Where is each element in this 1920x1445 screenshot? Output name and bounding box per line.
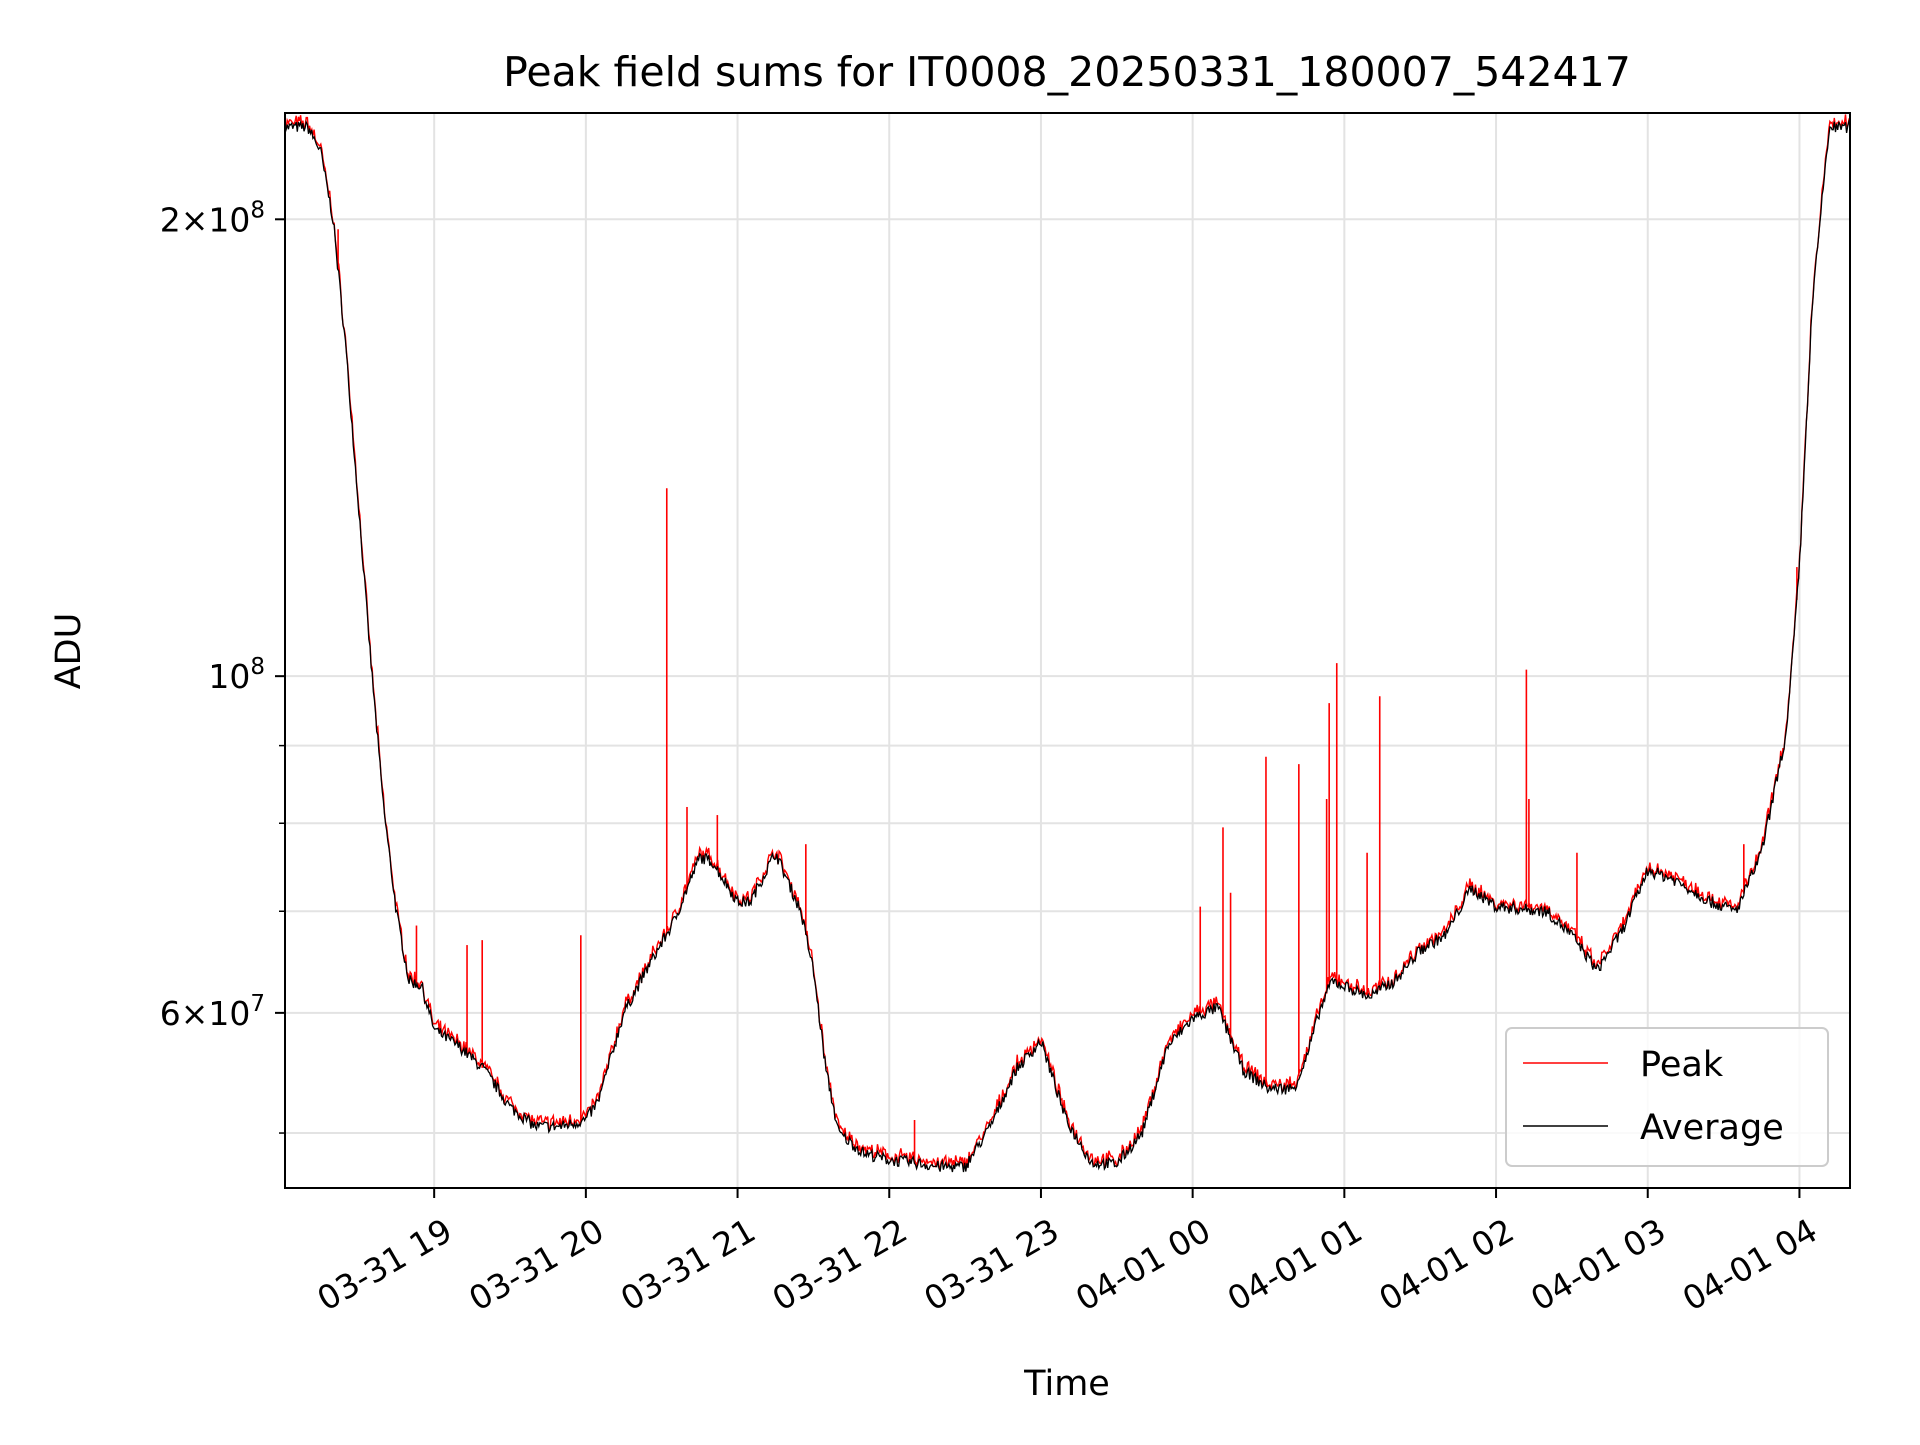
series-line-peak bbox=[285, 114, 1850, 1171]
grid-layer bbox=[285, 113, 1850, 1188]
y-tick-label: 6×107 bbox=[160, 991, 265, 1033]
legend-label-peak: Peak bbox=[1640, 1045, 1724, 1085]
chart-title: Peak field sums for IT0008_20250331_1800… bbox=[503, 48, 1631, 96]
y-tick-label: 108 bbox=[208, 654, 265, 696]
x-axis-label: Time bbox=[1023, 1364, 1110, 1404]
legend-label-average: Average bbox=[1640, 1108, 1784, 1148]
legend: Peak Average bbox=[1505, 1027, 1829, 1167]
series-layer bbox=[285, 114, 1850, 1173]
y-axis-label: ADU bbox=[49, 613, 89, 690]
series-line-average bbox=[285, 119, 1850, 1173]
y-tick-label: 2×108 bbox=[160, 197, 265, 239]
plot-frame bbox=[284, 112, 1851, 1189]
